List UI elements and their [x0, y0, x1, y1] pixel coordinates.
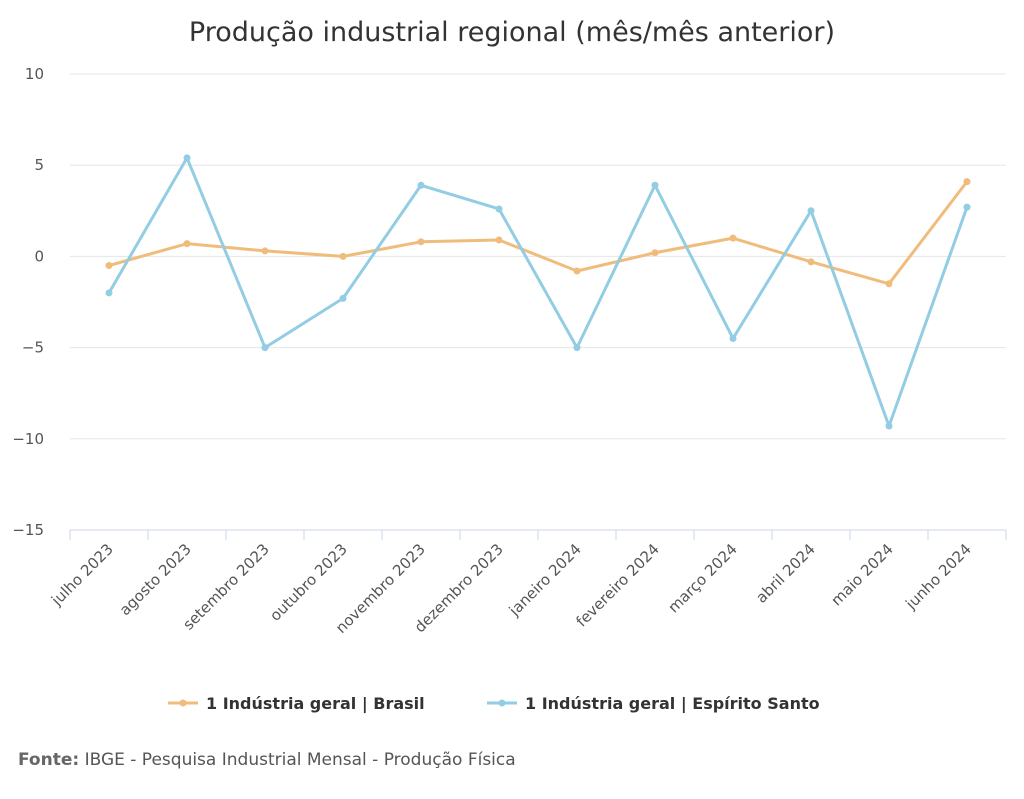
data-point[interactable] [495, 205, 503, 213]
chart-title: Produção industrial regional (mês/mês an… [189, 17, 835, 48]
data-point[interactable] [573, 344, 581, 352]
data-point[interactable] [261, 247, 269, 255]
data-point[interactable] [885, 422, 893, 430]
data-point[interactable] [495, 236, 503, 244]
legend-item-2[interactable]: 1 Indústria geral | Espírito Santo [487, 694, 820, 714]
y-tick-label: 0 [34, 247, 44, 265]
source-label: Fonte: [18, 750, 80, 770]
x-tick-label: janeiro 2024 [505, 540, 585, 620]
data-point[interactable] [261, 344, 269, 352]
source-note: Fonte: IBGE - Pesquisa Industrial Mensal… [18, 750, 516, 770]
data-point[interactable] [339, 252, 347, 260]
series-line [107, 180, 969, 286]
data-point[interactable] [105, 289, 113, 297]
series-layer [105, 154, 971, 430]
source-text: IBGE - Pesquisa Industrial Mensal - Prod… [84, 750, 516, 770]
data-point[interactable] [651, 249, 659, 257]
data-point[interactable] [183, 240, 191, 248]
data-point[interactable] [417, 238, 425, 246]
x-tick-label: agosto 2023 [116, 540, 195, 619]
data-point[interactable] [729, 334, 737, 342]
x-tick-label: maio 2024 [827, 540, 896, 609]
series-line [107, 156, 969, 428]
data-point[interactable] [807, 207, 815, 215]
legend-label: 1 Indústria geral | Brasil [206, 694, 425, 714]
series-2 [105, 154, 971, 430]
data-point[interactable] [885, 280, 893, 288]
data-point[interactable] [573, 267, 581, 275]
legend-marker [498, 699, 506, 707]
y-tick-label: −5 [22, 339, 44, 357]
data-point[interactable] [963, 178, 971, 186]
x-tick-label: junho 2024 [901, 540, 974, 613]
legend-marker [179, 699, 187, 707]
data-point[interactable] [963, 203, 971, 211]
x-tick-label: outubro 2023 [266, 540, 351, 625]
data-point[interactable] [105, 262, 113, 270]
x-tick-label: fevereiro 2024 [572, 540, 662, 630]
series-1 [105, 178, 971, 288]
y-tick-label: −10 [12, 430, 44, 448]
data-point[interactable] [183, 154, 191, 162]
line-chart: Produção industrial regional (mês/mês an… [12, 17, 1007, 714]
y-tick-label: −15 [12, 521, 44, 539]
x-tick-label: abril 2024 [752, 540, 819, 607]
data-point[interactable] [417, 181, 425, 189]
y-tick-label: 5 [34, 156, 44, 174]
legend[interactable]: 1 Indústria geral | Brasil 1 Indústria ge… [168, 694, 820, 714]
grid [70, 73, 1006, 531]
x-tick-label: março 2024 [664, 540, 740, 616]
y-tick-label: 10 [25, 65, 44, 83]
legend-item-1[interactable]: 1 Indústria geral | Brasil [168, 694, 425, 714]
y-axis: 10 5 0 −5 −10 −15 [12, 65, 44, 539]
data-point[interactable] [729, 234, 737, 242]
data-point[interactable] [807, 258, 815, 266]
legend-label: 1 Indústria geral | Espírito Santo [525, 694, 820, 714]
data-point[interactable] [651, 181, 659, 189]
x-tick-label: julho 2023 [47, 540, 117, 610]
data-point[interactable] [339, 294, 347, 302]
